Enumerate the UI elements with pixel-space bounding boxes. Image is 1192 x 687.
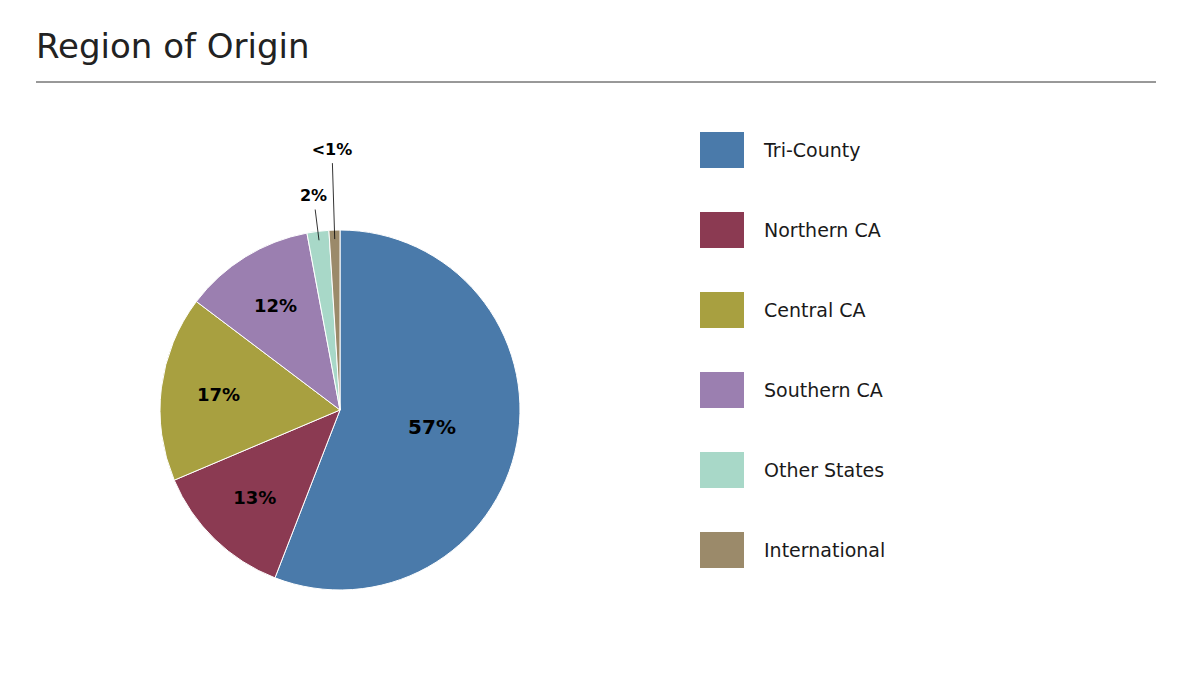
data-label: 2% bbox=[300, 186, 327, 205]
legend-swatch bbox=[700, 212, 744, 248]
slice bbox=[307, 230, 340, 410]
legend-swatch bbox=[700, 292, 744, 328]
legend-swatch bbox=[700, 372, 744, 408]
title: Region of Origin bbox=[36, 26, 310, 66]
data-labels: 57% 13% 17% 12% 2% <1% bbox=[197, 140, 456, 509]
legend-label: Southern CA bbox=[764, 379, 883, 401]
legend-swatch bbox=[700, 532, 744, 568]
legend-label: Tri-County bbox=[763, 139, 860, 161]
data-label: 57% bbox=[408, 415, 456, 439]
leader-line bbox=[332, 163, 334, 239]
legend-label: Other States bbox=[764, 459, 884, 481]
slice bbox=[329, 230, 340, 410]
legend-label: Central CA bbox=[764, 299, 866, 321]
chart: Region of Origin 57% 13% 17% 12% 2% <1% Tri-Cou… bbox=[0, 0, 1192, 687]
pie bbox=[160, 230, 520, 590]
data-label: <1% bbox=[312, 140, 353, 159]
legend: Tri-County Northern CA Central CA Southern … bbox=[700, 132, 885, 568]
legend-swatch bbox=[700, 452, 744, 488]
title-rule bbox=[36, 82, 1156, 83]
data-label: 12% bbox=[254, 295, 297, 316]
leader-line bbox=[315, 210, 319, 241]
data-label: 13% bbox=[233, 487, 276, 508]
legend-swatch bbox=[700, 132, 744, 168]
legend-label: Northern CA bbox=[764, 219, 881, 241]
legend-label: International bbox=[764, 539, 885, 561]
data-label: 17% bbox=[197, 384, 240, 405]
